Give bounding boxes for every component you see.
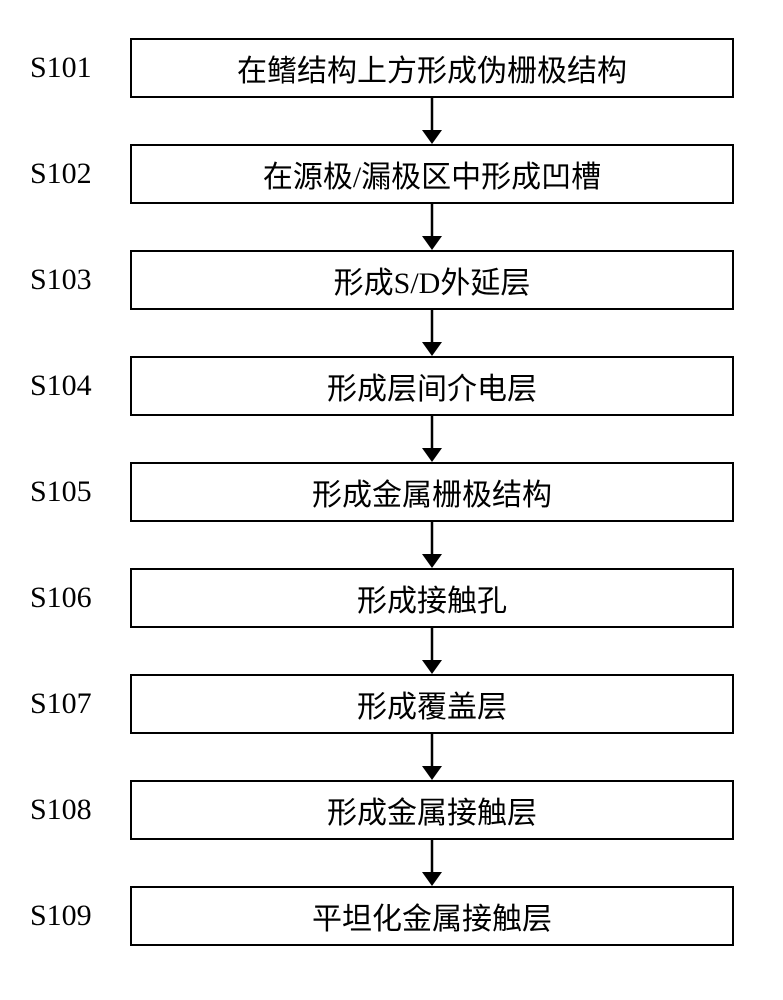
flow-arrow (0, 734, 783, 780)
step-label: S108 (30, 793, 92, 827)
step-box: 在鳍结构上方形成伪栅极结构 (130, 38, 734, 98)
step-box: 形成金属栅极结构 (130, 462, 734, 522)
step-text: 形成覆盖层 (357, 682, 507, 726)
step-box: 形成接触孔 (130, 568, 734, 628)
flow-arrow (0, 522, 783, 568)
step-label: S105 (30, 475, 92, 509)
step-text: 形成金属接触层 (327, 788, 537, 832)
step-label: S104 (30, 369, 92, 403)
flow-arrow (0, 416, 783, 462)
flow-arrow (0, 310, 783, 356)
step-label: S103 (30, 263, 92, 297)
step-text: 形成金属栅极结构 (312, 470, 552, 514)
step-box: 形成金属接触层 (130, 780, 734, 840)
step-box: 在源极/漏极区中形成凹槽 (130, 144, 734, 204)
step-box: 形成覆盖层 (130, 674, 734, 734)
step-label: S107 (30, 687, 92, 721)
step-label: S109 (30, 899, 92, 933)
step-text: 形成S/D外延层 (334, 258, 531, 302)
step-text: 在源极/漏极区中形成凹槽 (263, 152, 601, 196)
flow-arrow (0, 204, 783, 250)
step-box: 形成层间介电层 (130, 356, 734, 416)
step-label: S106 (30, 581, 92, 615)
flow-arrow (0, 628, 783, 674)
flowchart-canvas: S101 在鳍结构上方形成伪栅极结构 S102 在源极/漏极区中形成凹槽 S103 形成S… (0, 0, 783, 1000)
flow-arrow (0, 98, 783, 144)
step-label: S102 (30, 157, 92, 191)
step-text: 平坦化金属接触层 (312, 894, 552, 938)
step-text: 形成层间介电层 (327, 364, 537, 408)
step-box: 平坦化金属接触层 (130, 886, 734, 946)
step-text: 形成接触孔 (357, 576, 507, 620)
flow-arrow (0, 840, 783, 886)
step-text: 在鳍结构上方形成伪栅极结构 (237, 46, 627, 90)
step-box: 形成S/D外延层 (130, 250, 734, 310)
step-label: S101 (30, 51, 92, 85)
